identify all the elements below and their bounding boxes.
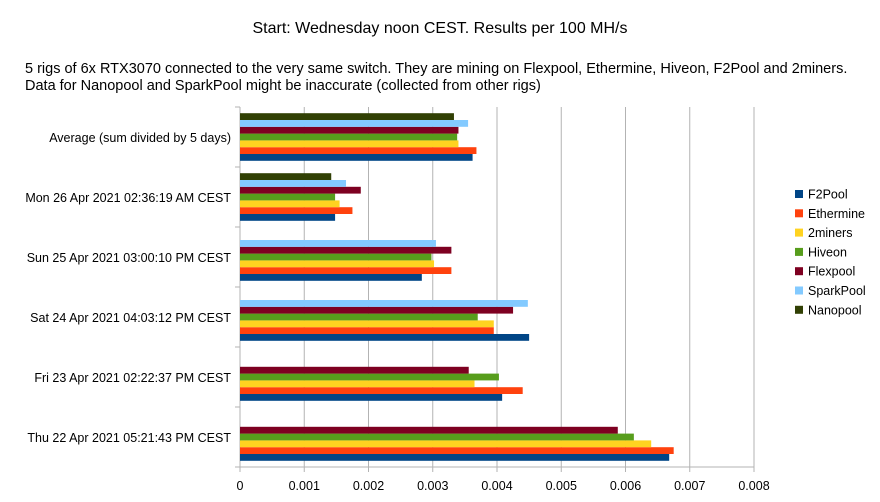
legend-swatch-f2pool: [795, 190, 803, 198]
x-tick-label: 0.004: [481, 479, 512, 493]
bar-nanopool: [240, 173, 332, 180]
category-label: Sat 24 Apr 2021 04:03:12 PM CEST: [30, 311, 231, 325]
bar-sparkpool: [240, 120, 469, 127]
bar-flexpool: [240, 366, 469, 374]
bar-hiveon: [240, 373, 499, 381]
subtitle-line-2: Data for Nanopool and SparkPool might be…: [25, 78, 541, 94]
bar-flexpool: [240, 246, 452, 254]
legend-swatch-ethermine: [795, 209, 803, 218]
bar-sparkpool: [240, 240, 436, 247]
bar-hiveon: [240, 193, 336, 201]
chart-subtitle: 5 rigs of 6x RTX3070 connected to the ve…: [25, 61, 870, 95]
legend-label-sparkpool: SparkPool: [808, 284, 866, 298]
bar-hiveon: [240, 253, 432, 261]
legend-swatch-sparkpool: [795, 286, 803, 295]
legend-label-ethermine: Ethermine: [808, 207, 865, 221]
legend-swatch-hiveon: [795, 247, 803, 256]
bar-f2pool: [240, 394, 503, 401]
category-label: Fri 23 Apr 2021 02:22:37 PM CEST: [34, 371, 231, 385]
bar-2miners: [240, 320, 494, 328]
bar-ethermine: [240, 327, 494, 334]
bar-sparkpool: [240, 300, 528, 307]
category-label: Sun 25 Apr 2021 03:00:10 PM CEST: [27, 251, 232, 265]
bar-flexpool: [240, 306, 514, 314]
legend-label-nanopool: Nanopool: [808, 303, 862, 317]
bar-ethermine: [240, 207, 353, 214]
x-tick-label: 0.008: [738, 479, 769, 493]
bar-hiveon: [240, 433, 634, 441]
bar-nanopool: [240, 113, 454, 120]
bar-2miners: [240, 200, 340, 208]
bar-flexpool: [240, 426, 618, 434]
category-label: Thu 22 Apr 2021 05:21:43 PM CEST: [27, 431, 231, 445]
bar-hiveon: [240, 133, 458, 141]
x-tick-label: 0.005: [546, 479, 577, 493]
bar-f2pool: [240, 454, 670, 461]
legend-label-hiveon: Hiveon: [808, 245, 847, 259]
legend-label-flexpool: Flexpool: [808, 265, 855, 279]
x-tick-label: 0.001: [289, 479, 320, 493]
legend-label-2miners: 2miners: [808, 226, 852, 240]
bar-hiveon: [240, 313, 478, 321]
bar-sparkpool: [240, 180, 347, 187]
bar-ethermine: [240, 387, 523, 394]
legend-swatch-2miners: [795, 228, 803, 237]
x-tick-label: 0.007: [674, 479, 705, 493]
bar-2miners: [240, 140, 459, 148]
legend-swatch-flexpool: [795, 267, 803, 276]
chart-title: Start: Wednesday noon CEST. Results per …: [252, 20, 628, 37]
bar-flexpool: [240, 126, 459, 134]
x-tick-label: 0.006: [610, 479, 641, 493]
bar-ethermine: [240, 447, 674, 454]
category-label: Mon 26 Apr 2021 02:36:19 AM CEST: [25, 191, 231, 205]
bar-f2pool: [240, 274, 422, 281]
subtitle-line-1: 5 rigs of 6x RTX3070 connected to the ve…: [25, 61, 848, 77]
x-tick-label: 0: [237, 479, 244, 493]
legend-label-f2pool: F2Pool: [808, 188, 848, 202]
bar-2miners: [240, 440, 652, 448]
bar-2miners: [240, 380, 475, 388]
category-label: Average (sum divided by 5 days): [49, 131, 231, 145]
bar-ethermine: [240, 267, 452, 274]
bar-flexpool: [240, 186, 361, 194]
bar-ethermine: [240, 147, 477, 154]
x-tick-label: 0.003: [417, 479, 448, 493]
x-tick-label: 0.002: [353, 479, 384, 493]
bar-2miners: [240, 260, 435, 268]
bar-f2pool: [240, 154, 473, 161]
legend-swatch-nanopool: [795, 305, 803, 314]
bar-f2pool: [240, 334, 530, 341]
bar-f2pool: [240, 214, 336, 221]
